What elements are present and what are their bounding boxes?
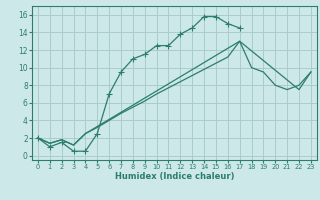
X-axis label: Humidex (Indice chaleur): Humidex (Indice chaleur) — [115, 172, 234, 181]
